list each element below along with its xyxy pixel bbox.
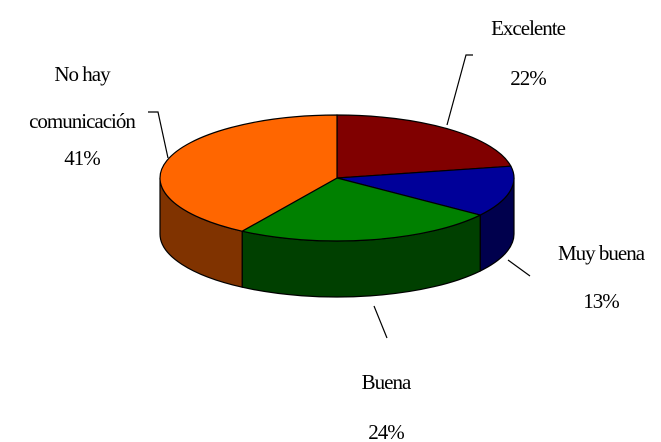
slice-value: 24% <box>368 420 405 442</box>
leader-line <box>446 54 473 126</box>
slice-value: 22% <box>510 66 547 90</box>
slice <box>159 114 338 232</box>
slice <box>336 114 512 179</box>
slice-label: No hay comunicación <box>29 62 136 133</box>
slice-value: 41% <box>64 146 101 170</box>
slice <box>240 177 482 242</box>
slice-label: Buena <box>361 370 412 394</box>
slice-label: Muy buena <box>557 241 645 265</box>
slice-value: 13% <box>583 289 620 313</box>
leader-line <box>373 305 388 339</box>
slice <box>336 165 515 216</box>
leader-line <box>507 259 531 277</box>
leader-line <box>148 111 169 159</box>
slice-label: Excelente <box>491 16 566 40</box>
